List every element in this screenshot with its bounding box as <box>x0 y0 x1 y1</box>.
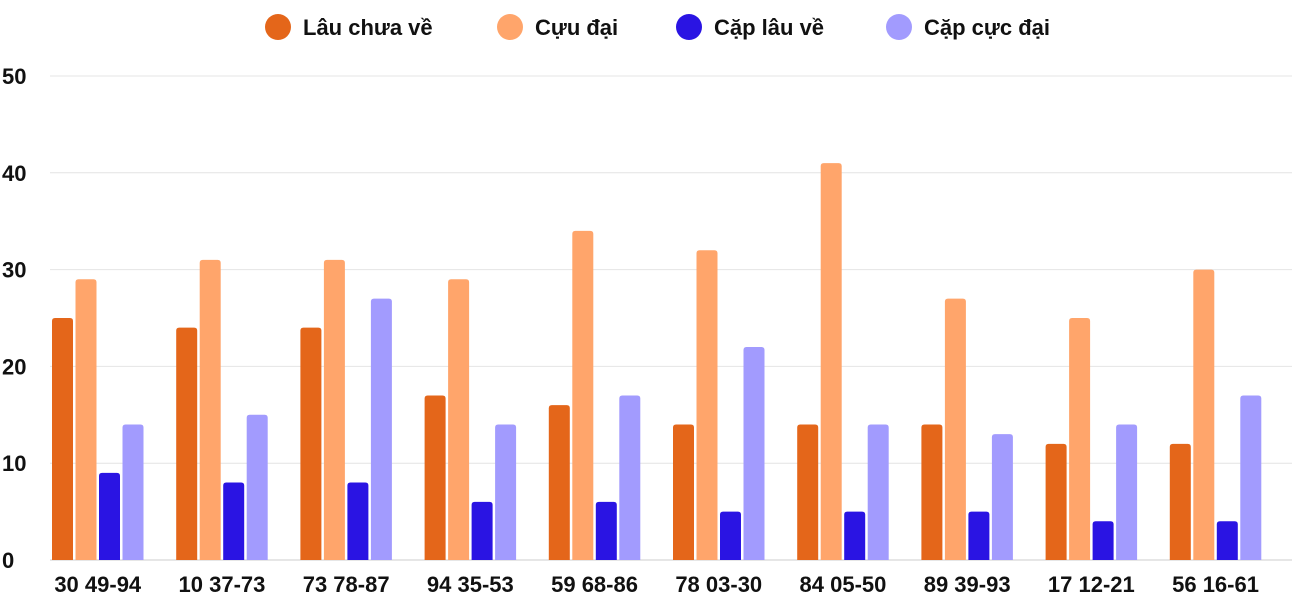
y-tick-label: 10 <box>2 451 26 476</box>
x-tick-label: 84 05-50 <box>800 572 887 597</box>
bar-3-3 <box>347 482 369 560</box>
bar-3-5 <box>595 501 617 560</box>
bar-1-10 <box>1169 443 1191 560</box>
bar-3-9 <box>1092 521 1114 560</box>
legend-label: Cựu đại <box>535 15 618 40</box>
legend-marker <box>676 14 702 40</box>
x-tick-label: 30 49-94 <box>54 572 142 597</box>
x-axis: 30 49-94 10 37-73 73 78-87 94 35-53 59 68-86… <box>54 572 1259 597</box>
bar-4-7 <box>867 424 889 560</box>
bar-3-2 <box>223 482 245 560</box>
legend-marker <box>265 14 291 40</box>
bar-3-6 <box>720 511 741 560</box>
x-tick-label: 17 12-21 <box>1048 572 1135 597</box>
bar-4-10 <box>1240 395 1262 560</box>
legend-label: Lâu chưa về <box>303 15 433 40</box>
bar-4-1 <box>122 424 144 560</box>
bar-2-6 <box>696 250 718 561</box>
bar-2-2 <box>199 259 221 560</box>
bar-2-10 <box>1193 269 1215 560</box>
bar-2-4 <box>448 279 470 560</box>
y-tick-label: 40 <box>2 161 26 186</box>
bar-2-1 <box>75 279 97 560</box>
bar-1-3 <box>300 327 322 560</box>
legend-marker <box>886 14 912 40</box>
x-tick-label: 59 68-86 <box>551 572 638 597</box>
x-tick-label: 78 03-30 <box>675 572 762 597</box>
x-tick-label: 94 35-53 <box>427 572 514 597</box>
bar-2-7 <box>820 163 842 560</box>
x-tick-label: 56 16-61 <box>1172 572 1259 597</box>
bar-1-9 <box>1045 443 1067 560</box>
bars <box>52 163 1262 561</box>
bar-1-4 <box>424 395 446 560</box>
bar-2-8 <box>944 298 966 560</box>
bar-3-4 <box>471 501 493 560</box>
bar-4-9 <box>1116 424 1138 560</box>
bar-2-3 <box>323 259 345 560</box>
bar-4-4 <box>495 424 517 560</box>
bar-3-1 <box>99 472 120 560</box>
legend-label: Cặp lâu về <box>714 15 824 40</box>
x-tick-label: 73 78-87 <box>303 572 390 597</box>
bar-3-10 <box>1216 521 1238 560</box>
bar-3-7 <box>844 511 866 560</box>
bar-1-6 <box>673 424 694 560</box>
bar-4-5 <box>619 395 641 560</box>
bar-4-8 <box>991 434 1013 560</box>
y-axis: 0 10 20 30 40 50 <box>2 64 26 573</box>
x-tick-label: 10 37-73 <box>179 572 266 597</box>
legend-label: Cặp cực đại <box>924 15 1050 40</box>
y-tick-label: 0 <box>2 548 14 573</box>
bar-3-8 <box>968 511 990 560</box>
bar-4-3 <box>370 298 392 560</box>
x-tick-label: 89 39-93 <box>924 572 1011 597</box>
bar-1-8 <box>921 424 943 560</box>
bar-1-2 <box>176 327 198 560</box>
legend-marker <box>497 14 523 40</box>
y-tick-label: 20 <box>2 354 26 379</box>
bar-1-5 <box>548 405 570 560</box>
bar-4-2 <box>246 414 268 560</box>
bar-2-5 <box>572 230 594 560</box>
bar-1-7 <box>797 424 819 560</box>
y-tick-label: 30 <box>2 258 26 283</box>
bar-1-1 <box>52 318 73 560</box>
legend: Lâu chưa về Cựu đại Cặp lâu về Cặp cực đại <box>265 14 1050 40</box>
bar-4-6 <box>743 347 765 560</box>
y-tick-label: 50 <box>2 64 26 89</box>
bar-2-9 <box>1069 318 1091 560</box>
